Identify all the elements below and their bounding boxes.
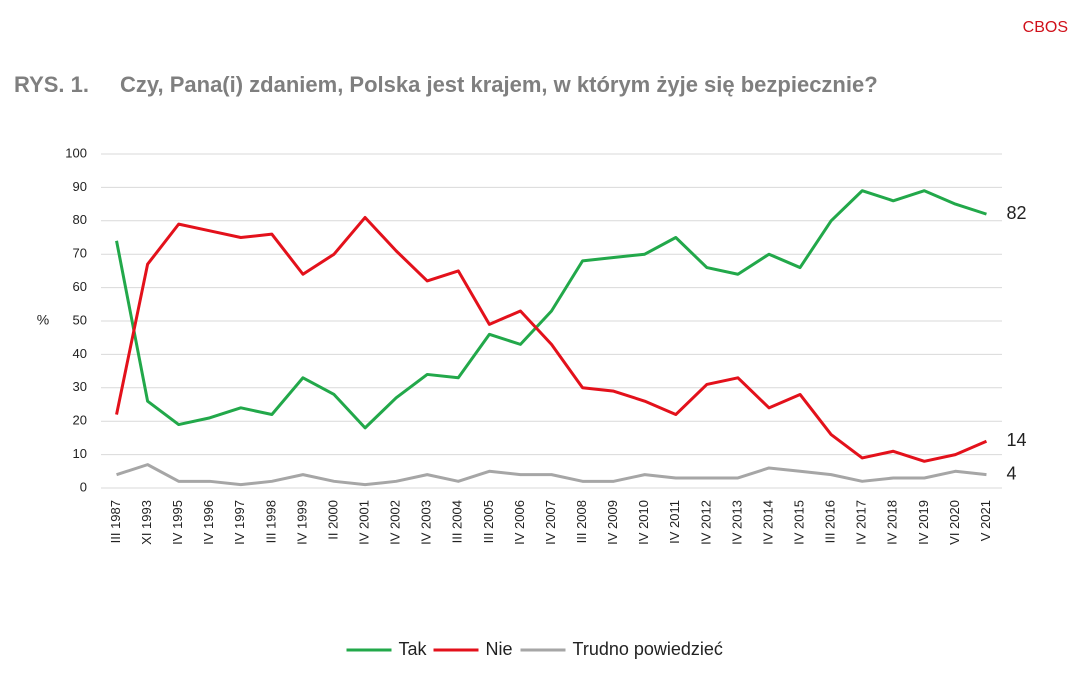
x-tick-label: IV 2013 (729, 500, 744, 545)
y-tick-label: 100 (65, 145, 87, 160)
x-tick-label: III 1987 (108, 500, 123, 543)
x-tick-label: IV 2010 (636, 500, 651, 545)
x-tick-label: XI 1993 (139, 500, 154, 545)
figure-label: RYS. 1. (14, 72, 89, 97)
x-tick-label: III 2016 (823, 500, 838, 543)
x-tick-label: IV 2001 (357, 500, 372, 545)
x-tick-label: IV 1995 (170, 500, 185, 545)
x-tick-label: III 2008 (574, 500, 589, 543)
x-tick-label: VI 2020 (947, 500, 962, 545)
x-tick-label: IV 2015 (791, 500, 806, 545)
legend-label: Tak (399, 639, 428, 659)
y-tick-label: 50 (73, 312, 87, 327)
x-tick-label: IV 2002 (388, 500, 403, 545)
source: CBOS (1023, 19, 1068, 36)
end-value-label: 82 (1006, 203, 1026, 223)
end-value-label: 14 (1006, 430, 1026, 450)
chart-title: Czy, Pana(i) zdaniem, Polska jest krajem… (120, 72, 878, 97)
x-tick-label: III 1998 (263, 500, 278, 543)
line-series (116, 463, 987, 487)
x-tick-label: IV 2019 (916, 500, 931, 545)
line-series (115, 189, 987, 430)
x-tick-label: IV 1997 (232, 500, 247, 545)
x-tick-label: IV 1999 (294, 500, 309, 545)
x-tick-label: IV 2018 (885, 500, 900, 545)
y-axis-label: % (37, 312, 49, 328)
x-tick-label: IV 2012 (698, 500, 713, 545)
x-tick-label: V 2021 (978, 500, 993, 541)
y-tick-label: 90 (73, 179, 87, 194)
y-tick-label: 40 (73, 346, 87, 361)
y-tick-label: 10 (73, 446, 87, 461)
x-tick-label: IV 2011 (667, 500, 682, 544)
y-tick-label: 20 (73, 413, 87, 428)
y-tick-label: 80 (73, 212, 87, 227)
x-tick-label: IV 2007 (543, 500, 558, 545)
legend-label: Trudno powiedzieć (573, 639, 723, 659)
x-tick-label: IV 1996 (201, 500, 216, 545)
x-tick-label: IV 2003 (419, 500, 434, 545)
x-tick-label: IV 2006 (512, 500, 527, 545)
y-tick-label: 60 (73, 279, 87, 294)
x-tick-label: IV 2017 (854, 500, 869, 545)
y-tick-label: 70 (73, 246, 87, 261)
x-tick-label: IV 2009 (605, 500, 620, 545)
y-tick-label: 30 (73, 379, 87, 394)
x-tick-label: III 2004 (450, 500, 465, 543)
y-tick-label: 0 (80, 479, 87, 494)
x-tick-label: III 2005 (481, 500, 496, 543)
line-series (115, 215, 988, 463)
x-tick-label: II 2000 (325, 500, 340, 540)
legend-label: Nie (486, 639, 513, 659)
x-tick-label: IV 2014 (760, 500, 775, 545)
end-value-label: 4 (1006, 463, 1016, 483)
